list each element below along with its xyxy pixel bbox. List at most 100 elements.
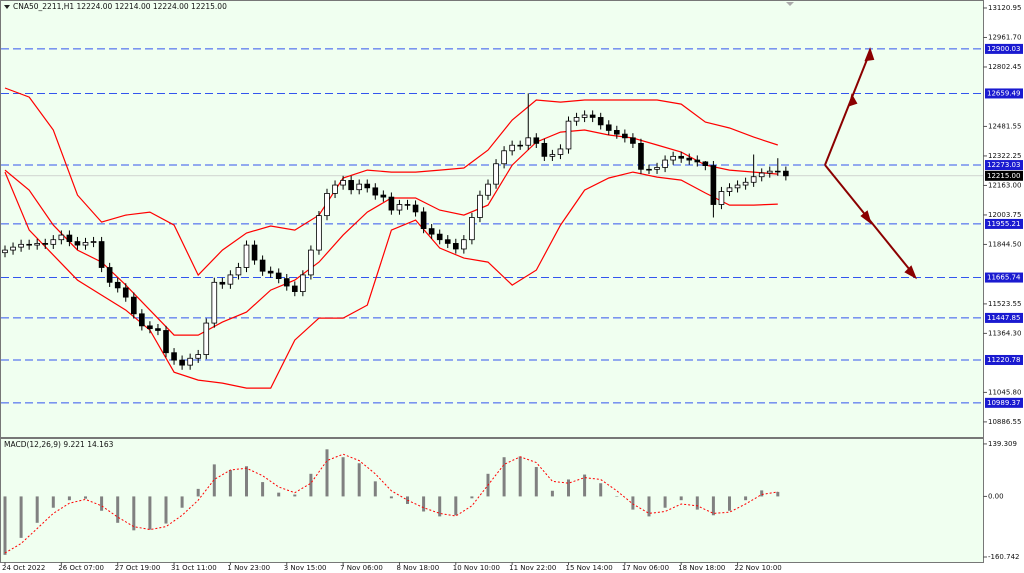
candle-body [324,192,330,217]
macd-bar [583,474,587,497]
x-tick-label: 22 Nov 10:00 [735,564,782,572]
macd-bar [212,464,216,497]
macd-bar [615,496,619,497]
macd-bar [695,496,699,510]
candle-body [147,325,153,330]
macd-bar [760,490,764,497]
candle-body [211,281,218,324]
candle-body [356,183,363,191]
candle-body [2,249,8,254]
candle-body [742,181,749,186]
candle-body [364,183,371,189]
candle-body [638,142,644,170]
candle-body [26,243,32,246]
macd-bar [454,496,458,516]
candle-body [573,117,580,122]
candle-body [404,204,411,206]
y-tick-label: 10886.55 [988,418,1021,426]
macd-bar [19,496,23,538]
level-label-box [985,397,1023,408]
candle-body [412,204,419,213]
candle-body [34,243,41,246]
candle-body [758,172,765,178]
candle-body [533,137,540,144]
candle-body [702,161,709,167]
candle-body [308,249,314,276]
candle-body [283,278,290,287]
y-tick-label: 11364.30 [988,329,1021,337]
candle-body [485,183,491,196]
candle-body [98,241,105,268]
x-tick-label: 8 Nov 18:00 [396,564,439,572]
x-tick-label: 3 Nov 15:00 [284,564,327,572]
candle-body [461,239,467,250]
macd-bar [631,496,635,510]
bollinger-upper [4,87,778,277]
candle-body [114,281,121,289]
candle-body [203,322,210,355]
price-panel [0,0,984,438]
x-tick-label: 15 Nov 14:00 [566,564,613,572]
candle-body [316,215,322,251]
x-tick-label: 7 Nov 06:00 [340,564,383,572]
candle-body [670,155,676,161]
macd-bar [422,496,426,512]
macd-bar [35,496,39,523]
candle-body [428,228,435,235]
candle-body [750,176,757,183]
y-tick-label: 11045.80 [988,388,1021,396]
candle-body [267,270,274,274]
candle-body [509,144,515,152]
level-label: 11665.74 [987,274,1021,282]
macd-bar [534,467,538,497]
x-tick-label: 24 Oct 2022 [2,564,45,572]
candle-body [622,133,628,139]
candle-body [90,241,97,243]
candle-body [613,130,620,135]
candle-body [783,170,789,177]
macd-bar [67,496,71,501]
signal-line [4,453,778,554]
x-tick-label: 27 Oct 19:00 [115,564,161,572]
candle-body [654,167,660,170]
candle-body [646,168,652,171]
candle-body [259,259,266,272]
level-label-box [985,272,1023,283]
level-label: 11955.21 [987,220,1020,228]
candle-body [219,281,226,285]
macd-bar [3,496,7,555]
x-tick-label: 17 Nov 06:00 [622,564,669,572]
macd-bar [744,496,748,501]
y-tick-label: 12163.00 [988,181,1021,189]
macd-bar [261,482,265,497]
candle-body [332,184,338,194]
candle-body [235,267,242,276]
candle-body [549,154,556,157]
arrow-up [824,51,871,166]
menu-triangle [4,5,10,9]
candle-body [106,267,113,283]
candle-body [589,114,596,118]
macd-bar [711,496,715,516]
current-price-label: 12215.00 [987,172,1020,180]
candle-body [372,187,379,196]
candle-body [517,144,524,147]
candle-body [718,191,725,205]
level-label-box [985,88,1023,99]
level-label-box [985,43,1023,54]
candle-body [396,204,403,211]
macd-bar [132,496,136,531]
level-label: 12273.03 [987,161,1020,169]
candle-body [340,180,346,186]
macd-bar [776,491,780,497]
candle-body [581,114,588,118]
x-tick-label: 1 Nov 23:00 [227,564,270,572]
candle-body [243,244,250,268]
x-tick-label: 31 Oct 11:00 [171,564,217,572]
candle-body [493,163,499,185]
level-label: 11220.78 [987,356,1020,364]
candle-body [348,180,354,191]
candle-body [50,239,57,245]
